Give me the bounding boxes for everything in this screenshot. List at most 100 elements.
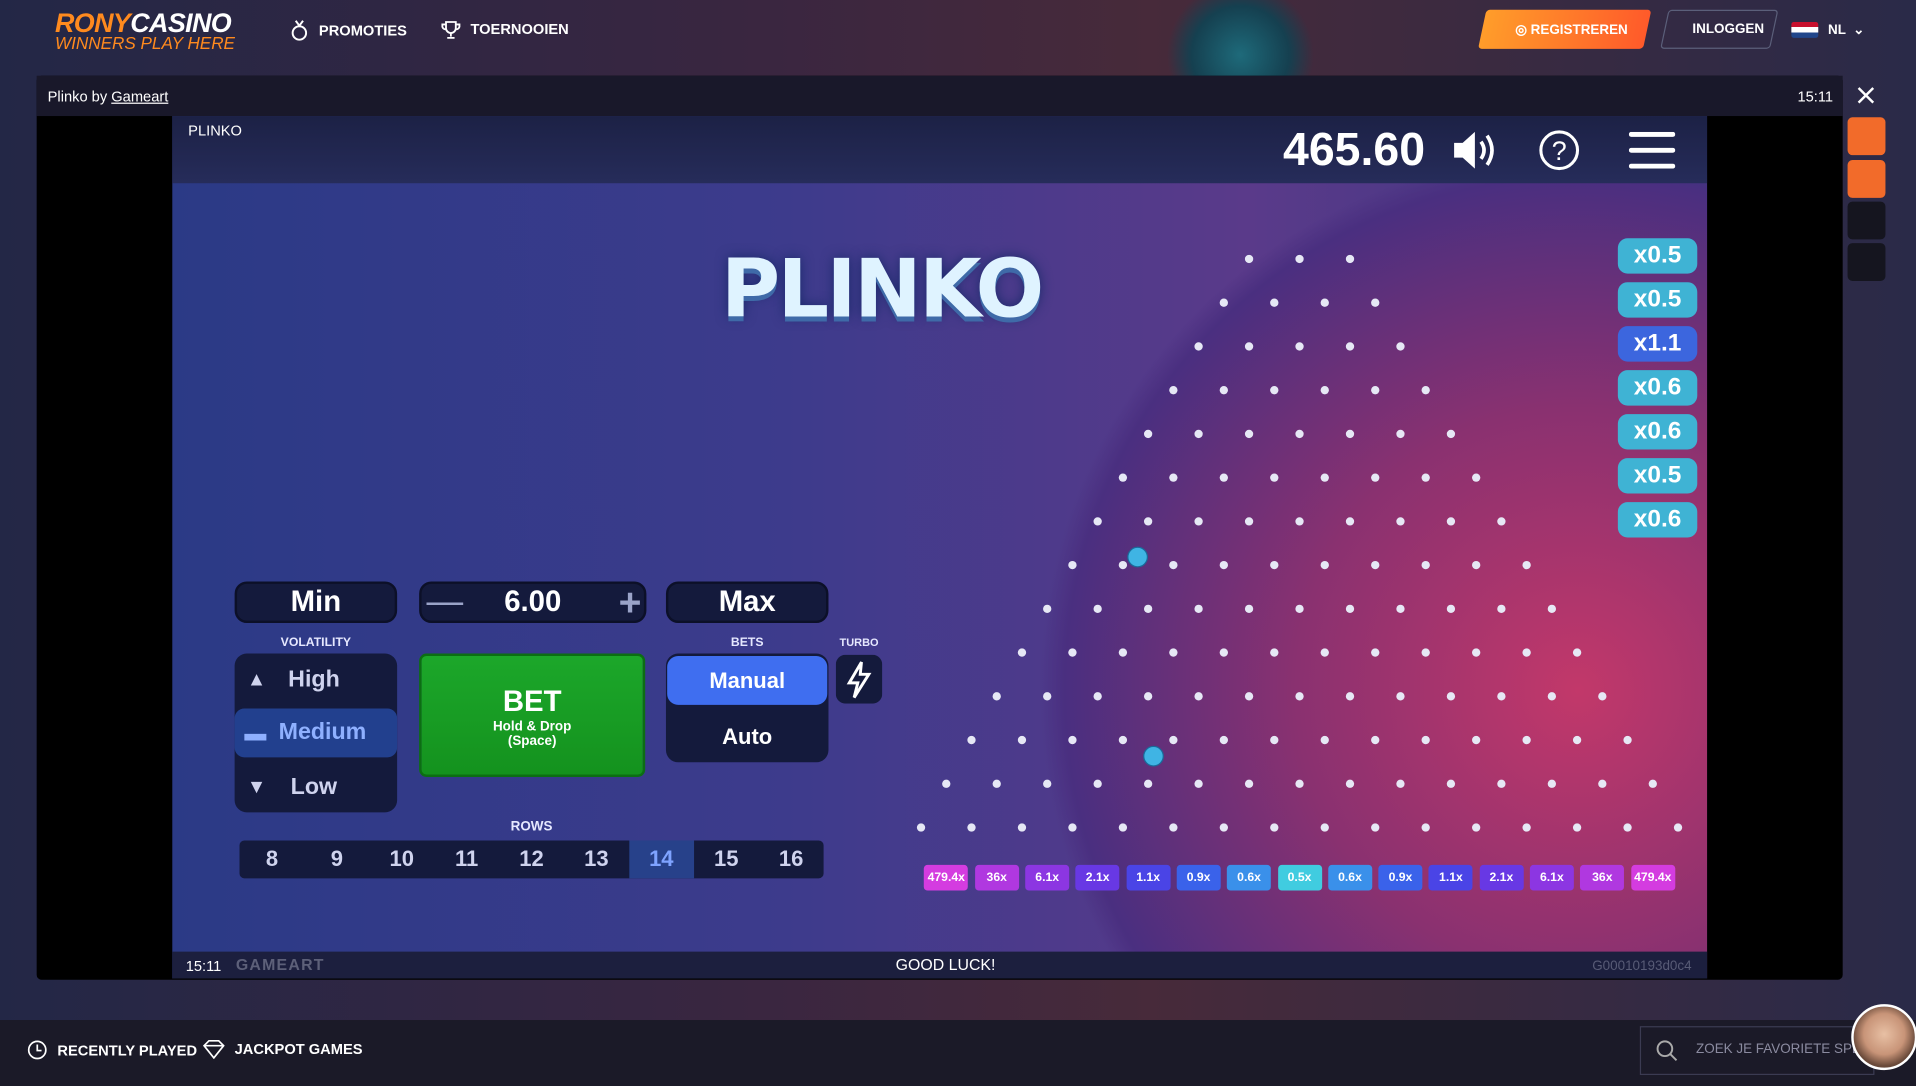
peg [1219,473,1228,482]
peg [1169,473,1178,482]
close-button[interactable] [1855,84,1877,106]
peg [916,823,926,832]
nav-promotions[interactable]: PROMOTIES [290,20,407,42]
nav-tournaments[interactable]: TOERNOOIEN [441,20,569,40]
row-option[interactable]: 8 [265,846,279,872]
language[interactable]: NL ⌄ [1828,23,1865,38]
footer-time: 15:11 [185,957,222,975]
peg [1320,648,1329,657]
peg [1017,823,1027,832]
sidebar-button[interactable] [1847,160,1886,198]
row-option[interactable]: 10 [389,846,414,872]
peg [942,779,951,788]
nav-label: TOERNOOIEN [470,20,569,38]
peg [1472,560,1481,570]
mode-auto[interactable]: Auto [722,724,773,749]
recently-played[interactable]: RECENTLY PLAYED [27,1040,197,1061]
row-option[interactable]: 13 [584,846,609,872]
register-text: REGISTREREN [1530,23,1628,38]
sidebar-button[interactable] [1847,243,1886,281]
peg [1623,823,1632,832]
bet-label: BET [502,685,562,719]
multiplier-bucket: 479.4x [924,864,969,891]
volatility-high[interactable]: ▲ High [246,666,340,693]
multiplier-bucket: 1.1x [1126,864,1171,891]
help-button[interactable]: ? [1538,129,1580,171]
peg [1345,342,1355,351]
peg [1295,254,1304,264]
peg [1345,779,1355,788]
peg [1472,823,1481,832]
volatility-medium[interactable]: ▬ Medium [234,708,398,758]
peg [1598,692,1607,701]
peg [1219,648,1228,657]
icon [291,20,308,41]
peg [1244,779,1254,788]
turbo-button[interactable] [835,654,883,704]
min-button[interactable]: Min [234,581,398,624]
row-option[interactable]: 9 [330,846,343,872]
sidebar-button[interactable] [1847,117,1886,156]
provider-link[interactable]: Gameart [111,87,169,106]
peg [1270,473,1279,482]
multiplier-bucket: 0.5x [1277,864,1322,891]
icon [441,21,461,39]
peg [1270,560,1279,570]
sidebar-button[interactable] [1847,201,1886,240]
peg [992,692,1001,701]
sound-button[interactable] [1452,128,1501,172]
peg [1169,386,1178,395]
volatility-low[interactable]: ▼ Low [246,774,338,801]
peg [1270,298,1279,307]
history-item: x0.6 [1617,502,1698,538]
row-option[interactable]: 15 [713,846,739,872]
mode-manual[interactable]: Manual [667,655,828,705]
amount: 6.00 [504,585,562,619]
peg [1446,779,1456,788]
peg [1371,823,1380,832]
balance: 465.60 [1283,124,1426,176]
peg [1270,386,1279,395]
peg [1194,604,1203,613]
nav-label: PROMOTIES [318,21,407,40]
peg [967,823,976,832]
decrease[interactable]: — [426,581,464,622]
multiplier-bucket: 6.1x [1529,864,1574,891]
round-id: G00010193d0c4 [1592,958,1692,974]
bet-button[interactable]: BET Hold & Drop (Space) [419,653,646,777]
peg [1295,779,1304,788]
row-option[interactable]: 11 [455,846,479,872]
row-option[interactable]: 12 [519,846,544,872]
logo[interactable]: RONYCASINO [55,7,232,39]
menu-button[interactable] [1628,131,1676,169]
peg [1219,386,1228,395]
row-option[interactable]: 16 [778,846,804,872]
max-button[interactable]: Max [665,581,829,624]
volatility-panel: ▲ High ▬ Medium ▼ Low [234,653,398,813]
peg [1270,648,1279,657]
bets-label: BETS [730,636,764,650]
peg [1295,429,1304,439]
peg [1143,692,1153,701]
peg [1345,254,1355,264]
jackpot-games[interactable]: JACKPOT GAMES [202,1039,363,1060]
label: JACKPOT GAMES [234,1040,363,1058]
increase[interactable]: + [618,579,642,624]
search-box[interactable]: ZOEK JE FAVORIETE SPELLEN [1639,1026,1875,1076]
peg [1270,735,1279,745]
peg [1472,648,1481,657]
peg [1371,560,1380,570]
tagline: WINNERS PLAY HERE [54,32,235,53]
support-avatar[interactable] [1851,1004,1916,1071]
history-item: x0.6 [1617,414,1698,450]
peg [1219,298,1228,307]
multiplier-bucket: 1.1x [1428,864,1473,891]
peg [1497,779,1506,788]
peg [1572,735,1582,745]
row-option[interactable]: 14 [628,840,694,879]
peg [1497,692,1506,701]
ball [1143,745,1164,767]
peg [1169,560,1178,570]
